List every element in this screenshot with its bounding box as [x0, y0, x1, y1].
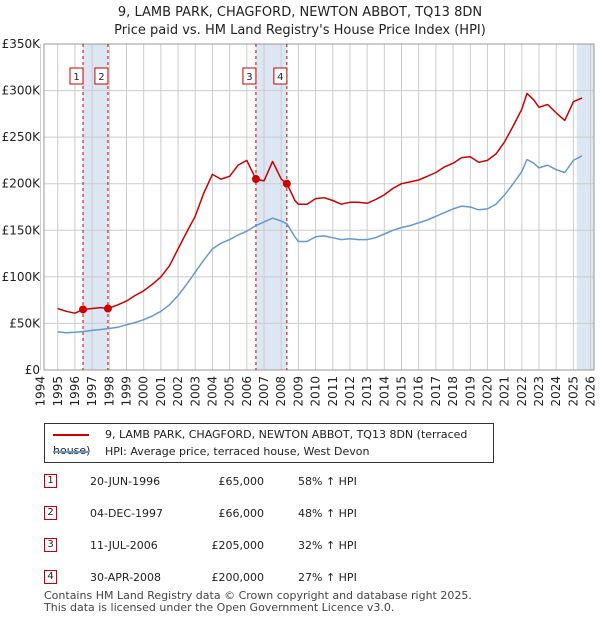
sale-date: 30-APR-2008 — [90, 571, 162, 584]
x-tick-label: 2012 — [343, 376, 357, 407]
series-line-property — [57, 92, 583, 314]
sale-number-badge: 2 — [44, 506, 57, 520]
x-tick-label: 1995 — [51, 376, 65, 407]
sale-number-label: 1 — [73, 72, 79, 83]
legend-item-hpi: HPI: Average price, terraced house, West… — [53, 444, 370, 460]
x-tick-label: 2014 — [377, 376, 391, 407]
sale-hpi-change: 27% ↑ HPI — [298, 571, 357, 584]
shaded-range — [255, 44, 287, 370]
legend-label-hpi: HPI: Average price, terraced house, West… — [105, 445, 370, 458]
x-tick-label: 2017 — [429, 376, 443, 407]
y-tick-label: £350K — [2, 37, 42, 51]
sale-price: £65,000 — [218, 475, 265, 488]
x-tick-label: 2009 — [291, 376, 305, 407]
price-chart: £0 £50K £100K £150K £200K £250K £300K £350K 1994… — [2, 37, 598, 407]
sale-point — [251, 175, 260, 184]
x-tick-label: 2021 — [498, 376, 512, 407]
sale-point — [79, 305, 88, 314]
plot-frame — [43, 43, 595, 371]
sale-price: £66,000 — [218, 507, 265, 520]
sale-point — [282, 179, 291, 188]
title-line-2: Price paid vs. HM Land Registry's House … — [114, 23, 486, 38]
x-tick-label: 1996 — [68, 376, 82, 407]
sale-row: 1 20-JUN-1996 £65,000 58% ↑ HPI — [44, 474, 444, 490]
title-line-1: 9, LAMB PARK, CHAGFORD, NEWTON ABBOT, TQ… — [117, 5, 483, 20]
footer-copyright: Contains HM Land Registry data © Crown c… — [44, 589, 472, 602]
x-tick-label: 2004 — [205, 376, 219, 407]
y-tick-label: £250K — [2, 130, 42, 144]
sale-number-label: 3 — [246, 72, 252, 83]
sale-date: 04-DEC-1997 — [90, 507, 164, 520]
x-tick-label: 2007 — [257, 376, 271, 407]
x-tick-label: 2023 — [532, 376, 546, 407]
sale-row: 4 30-APR-2008 £200,000 27% ↑ HPI — [44, 570, 444, 586]
sale-row: 2 04-DEC-1997 £66,000 48% ↑ HPI — [44, 506, 444, 522]
y-tick-label: £200K — [2, 177, 42, 191]
sale-number-label: 2 — [98, 72, 104, 83]
sale-date: 20-JUN-1996 — [90, 475, 161, 488]
x-tick-label: 2015 — [395, 376, 409, 407]
footer-licence: This data is licensed under the Open Gov… — [44, 601, 395, 614]
shaded-range — [576, 44, 594, 370]
legend-item-property: 9, LAMB PARK, CHAGFORD, NEWTON ABBOT, TQ… — [53, 427, 493, 457]
legend: 9, LAMB PARK, CHAGFORD, NEWTON ABBOT, TQ… — [44, 423, 494, 463]
x-tick-label: 2020 — [480, 376, 494, 407]
shaded-range — [83, 44, 108, 370]
x-tick-label: 2010 — [309, 376, 323, 407]
y-tick-label: £150K — [2, 223, 42, 237]
sale-date: 11-JUL-2006 — [90, 539, 158, 552]
footer: Contains HM Land Registry data © Crown c… — [44, 590, 472, 614]
sale-number-box — [273, 67, 288, 85]
x-tick-label: 2011 — [326, 376, 340, 407]
chart-title: 9, LAMB PARK, CHAGFORD, NEWTON ABBOT, TQ… — [0, 4, 600, 40]
legend-label-property: 9, LAMB PARK, CHAGFORD, NEWTON ABBOT, TQ… — [53, 428, 468, 457]
sale-number-label: 4 — [277, 72, 283, 83]
y-tick-label: £50K — [9, 316, 41, 330]
y-tick-label: £100K — [2, 270, 42, 284]
x-tick-label: 2024 — [549, 376, 563, 407]
legend-swatch-red — [53, 434, 89, 436]
sale-hpi-change: 48% ↑ HPI — [298, 507, 357, 520]
series-line-hpi — [57, 155, 583, 334]
x-tick-label: 1998 — [102, 376, 116, 407]
sale-number-badge: 1 — [44, 474, 57, 488]
x-tick-label: 2013 — [360, 376, 374, 407]
sale-number-badge: 4 — [44, 570, 57, 584]
x-tick-label: 2003 — [188, 376, 202, 407]
x-tick-label: 2022 — [515, 376, 529, 407]
sale-price: £200,000 — [211, 571, 265, 584]
x-tick-label: 2000 — [137, 376, 151, 407]
sale-number-badge: 3 — [44, 538, 57, 552]
x-tick-label: 2008 — [274, 376, 288, 407]
legend-swatch-blue — [53, 451, 89, 453]
x-tick-label: 1997 — [85, 376, 99, 407]
y-tick-label: £300K — [2, 84, 42, 98]
x-tick-label: 2002 — [171, 376, 185, 407]
x-tick-label: 2005 — [223, 376, 237, 407]
y-tick-label: £0 — [25, 363, 40, 377]
sale-hpi-change: 58% ↑ HPI — [298, 475, 357, 488]
x-tick-label: 1999 — [120, 376, 134, 407]
x-tick-label: 2018 — [446, 376, 460, 407]
sale-number-box — [69, 67, 84, 85]
x-tick-label: 1994 — [34, 376, 48, 407]
sale-hpi-change: 32% ↑ HPI — [298, 539, 357, 552]
sale-number-box — [94, 67, 109, 85]
x-tick-label: 2025 — [566, 376, 580, 407]
x-tick-label: 2019 — [463, 376, 477, 407]
x-tick-label: 2001 — [154, 376, 168, 407]
x-tick-label: 2026 — [584, 376, 598, 407]
sale-price: £205,000 — [211, 539, 265, 552]
sale-row: 3 11-JUL-2006 £205,000 32% ↑ HPI — [44, 538, 444, 554]
x-tick-label: 2016 — [412, 376, 426, 407]
sale-number-box — [242, 67, 257, 85]
x-tick-label: 2006 — [240, 376, 254, 407]
sale-point — [103, 304, 112, 313]
